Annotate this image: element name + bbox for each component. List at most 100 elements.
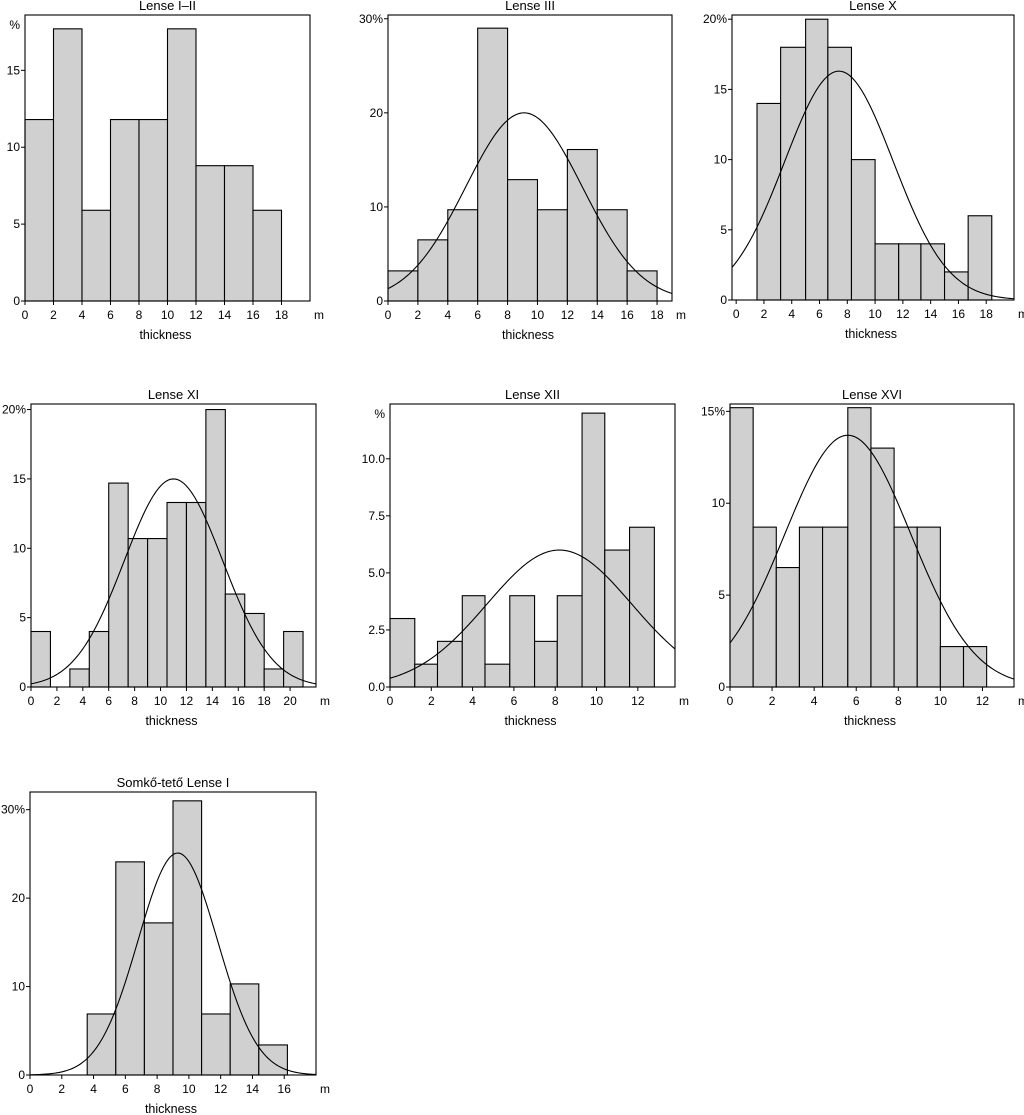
y-tick-label: 20% [703,12,727,26]
x-tick-label: 4 [811,694,818,708]
histogram-bar [258,1044,288,1076]
x-tick-label: 0 [733,307,740,321]
histogram-bar [805,18,829,301]
y-tick-label: 0.0 [368,680,385,694]
histogram-bar [898,243,922,301]
x-axis-label: thickness [844,714,896,728]
x-tick-label: 18 [275,308,289,322]
histogram-bar [629,526,655,688]
histogram-bar [185,501,207,688]
histogram-panel-1: Lense I–II 0 5 10 15% 0 2 4 6 8 10 12 14 16 18 m thickne… [7,0,324,342]
x-tick-label: 2 [761,307,768,321]
histogram-bar [536,209,568,302]
histogram-bar [943,271,969,301]
x-tick-label: 0 [28,694,35,708]
y-unit-label: % [374,407,385,421]
x-tick-label: 4 [79,308,86,322]
histogram-bar [798,526,824,688]
y-tick-label: 5 [19,611,26,625]
x-tick-label: 12 [214,1082,228,1096]
x-tick-label: 16 [278,1082,292,1096]
histogram-bar [484,663,511,688]
histogram-panel-4: Lense XI 0 5 10 15 20% 0 2 4 6 8 10 12 14 16 18 20 m thick… [2,387,330,728]
x-tick-label: 4 [79,694,86,708]
histogram-bar [138,119,169,302]
x-tick-label: 10 [161,308,175,322]
histogram-bar [195,165,226,302]
x-tick-label: 4 [788,307,795,321]
x-tick-label: 6 [474,308,481,322]
x-tick-label: 8 [844,307,851,321]
y-unit-label: % [9,18,20,32]
y-tick-label: 10 [7,140,21,154]
x-tick-label: 10 [868,307,882,321]
histogram-bar [604,549,631,688]
x-unit-label: m [1018,307,1024,321]
x-tick-label: 6 [105,694,112,708]
normal-curve [387,112,673,295]
x-tick-label: 16 [246,308,260,322]
x-tick-label: 2 [769,694,776,708]
histogram-bar [509,595,536,688]
histogram-bar [916,526,941,688]
chart-title: Lense I–II [139,0,196,13]
y-tick-label: 10.0 [362,452,386,466]
y-tick-label: 2.5 [368,623,385,637]
histogram-bar [939,646,965,688]
histogram-bar [870,447,895,688]
histogram-bar [850,159,876,301]
histogram-bar [69,668,90,688]
histogram-bar [417,239,449,302]
x-axis-label: thickness [145,714,197,728]
x-tick-label: 6 [511,694,518,708]
histogram-bar [822,526,849,688]
x-tick-label: 2 [415,308,422,322]
y-tick-label: 0 [376,294,383,308]
x-tick-label: 10 [934,694,948,708]
x-tick-label: 8 [154,1082,161,1096]
x-tick-label: 2 [54,694,61,708]
x-tick-label: 18 [980,307,994,321]
y-tick-label: 0 [720,293,727,307]
y-tick-label: 5 [720,223,727,237]
y-tick-label: 15 [7,63,21,77]
histogram-bar [244,612,265,688]
x-tick-label: 2 [50,308,57,322]
histogram-panel-5: Lense XII 0.0 2.5 5.0 7.5 10.0% 0 2 4 6 8 10 12 m thic… [362,387,689,728]
histogram-bar [967,215,993,301]
x-tick-label: 0 [387,694,394,708]
histogram-bar [847,407,872,688]
histogram-bar [81,209,112,302]
histogram-bar [166,28,197,302]
y-tick-label: 15% [701,404,725,418]
chart-title: Lense XVI [842,387,902,402]
y-tick-label: 20 [12,891,26,905]
y-tick-label: 10 [712,496,726,510]
y-tick-label: 30% [1,803,25,817]
x-unit-label: m [1018,694,1024,708]
plot-frame [29,791,317,1076]
x-tick-label: 16 [952,307,966,321]
y-tick-label: 0 [13,294,20,308]
x-tick-label: 16 [232,694,246,708]
x-tick-label: 8 [552,694,559,708]
x-tick-label: 6 [853,694,860,708]
x-tick-label: 2 [58,1082,65,1096]
x-axis-label: thickness [502,328,554,342]
normal-curve [29,852,317,1076]
plot-frame [389,403,676,688]
x-tick-label: 0 [27,1082,34,1096]
x-axis-label: thickness [845,327,897,341]
x-tick-label: 14 [246,1082,260,1096]
histogram-bar [52,28,83,302]
normal-curve [731,70,1015,300]
x-tick-label: 6 [107,308,114,322]
chart-title: Somkő-tető Lense I [117,775,230,790]
y-tick-label: 7.5 [368,509,385,523]
x-tick-label: 20 [283,694,297,708]
histogram-bar [88,630,110,688]
histogram-bar [86,1013,117,1076]
y-tick-label: 20% [2,403,26,417]
histogram-bar [172,800,203,1076]
x-tick-label: 12 [561,308,575,322]
